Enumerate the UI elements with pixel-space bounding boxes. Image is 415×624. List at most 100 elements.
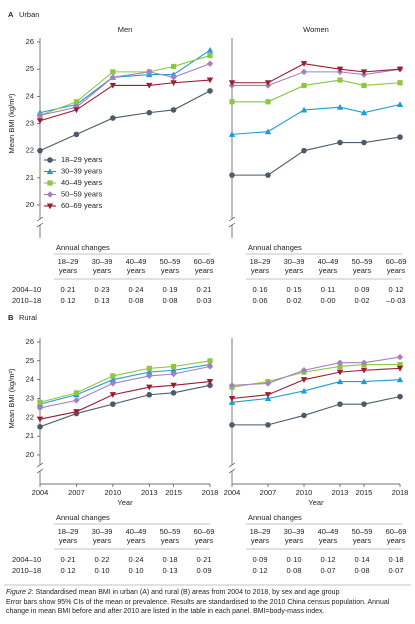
y-tick-label: 22 [26,146,34,155]
marker [170,363,177,370]
marker [207,358,213,364]
y-tick-label: 21 [26,431,34,440]
table-cell: –0·03 [386,296,406,305]
series-line [39,79,211,122]
marker [73,99,80,105]
axis-break [228,216,236,222]
marker [109,380,117,387]
caption-title: Standardised mean BMI in urban (A) and r… [35,589,340,596]
column-header: 30–39 years [91,257,113,275]
marker [170,382,177,389]
marker [300,367,308,374]
y-tick-label: 25 [26,356,34,365]
marker [360,359,368,366]
marker [109,392,117,398]
marker [229,422,235,428]
y-axis-label: Mean BMI (kg/m²) [7,93,16,154]
series-line [39,55,211,116]
marker [146,68,153,76]
axis-break [228,462,236,468]
marker [300,68,308,76]
axis-break [36,216,44,222]
marker [264,380,272,387]
marker [336,378,344,385]
table-cell: 0·23 [94,285,110,294]
legend-label: 50–59 years [61,189,103,198]
table-cell: 0·08 [162,296,178,305]
y-tick-label: 20 [26,200,34,209]
panel-title: Rural [19,313,37,322]
marker [264,395,272,402]
y-tick-label: 23 [26,118,34,127]
marker [37,399,43,405]
marker [170,367,177,373]
axis-break [228,468,236,474]
marker [146,365,152,371]
marker [207,382,213,389]
table-cell: 0·03 [196,296,212,305]
column-header: 30–39 years [283,527,305,545]
marker [206,363,214,370]
marker [265,172,271,178]
series-line [39,381,211,420]
y-tick-label: 24 [26,91,34,100]
x-tick-label: 2007 [260,488,277,497]
series-line [232,79,401,103]
table-title: Annual changes [248,513,302,522]
marker [170,390,177,396]
table-cell: 0·08 [286,566,302,575]
column-header: 50–59 years [159,257,181,275]
panel-title: Urban [19,10,39,19]
marker [336,66,344,73]
marker [206,77,214,84]
x-tick-label: 2015 [165,488,182,497]
x-tick-label: 2004 [224,488,241,497]
column-header: 60–69 years [193,257,215,275]
x-tick-label: 2018 [392,488,409,497]
table-cell: 0·06 [252,296,268,305]
legend-label: 40–49 years [61,178,103,187]
table-cell: 0·12 [60,566,76,575]
marker [300,387,308,394]
marker [110,115,116,121]
y-axis-label: Mean BMI (kg/m²) [7,368,16,429]
marker [397,393,403,400]
marker [37,147,43,154]
marker [396,66,404,73]
axis-break [228,222,236,228]
series-line [232,396,401,426]
table-cell: 0·12 [320,555,336,564]
marker [36,404,44,412]
y-tick-label: 20 [26,450,34,459]
marker [396,101,404,108]
caption-label: Figure 2: [6,589,34,596]
marker [300,61,308,67]
column-header: 18–29 years [249,257,271,275]
y-tick-label: 22 [26,412,34,421]
table-cell: 0·08 [354,566,370,575]
table-cell: 0·02 [354,296,370,305]
table-title: Annual changes [56,243,110,252]
marker [337,363,343,370]
table-cell: 0·13 [162,566,178,575]
marker [170,63,177,70]
marker [264,80,272,86]
column-header: 40–49 years [125,527,147,545]
marker [206,60,214,67]
series-line [39,360,211,403]
marker [360,69,368,76]
marker [264,392,272,398]
table-cell: 0·07 [388,566,404,575]
table-cell: 0·07 [320,566,336,575]
table-cell: 0·21 [196,555,212,564]
marker [337,139,343,146]
axis-break [36,468,44,474]
table-cell: 0·24 [128,555,144,564]
marker [146,372,153,380]
row-label: 2004–10 [12,555,42,564]
marker [73,107,80,114]
series-line [39,364,211,405]
marker [228,80,236,86]
marker [300,106,308,113]
